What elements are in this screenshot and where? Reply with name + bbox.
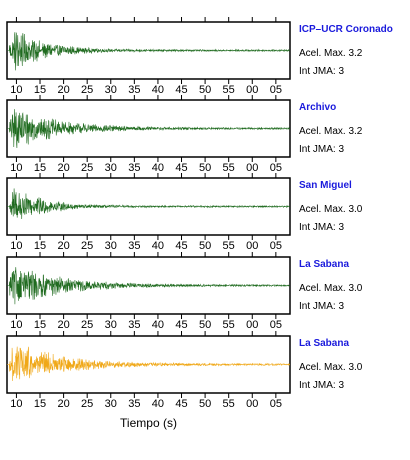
panel-3: 10 15 20 25 30 35 40 45 50 55 00 05 bbox=[6, 173, 291, 252]
x-tick-label: 20 bbox=[57, 162, 69, 174]
x-tick-label: 10 bbox=[10, 162, 22, 174]
x-tick-label: 50 bbox=[199, 319, 211, 331]
x-tick-label: 55 bbox=[223, 84, 235, 96]
x-tick-label: 10 bbox=[10, 84, 22, 96]
max-acceleration-label: Acel. Max. 3.2 bbox=[299, 48, 363, 59]
panel-5: 10 15 20 25 30 35 40 45 50 55 00 05 bbox=[6, 331, 291, 410]
panel-2: 10 15 20 25 30 35 40 45 50 55 00 05 bbox=[6, 95, 291, 174]
x-tick-label: 40 bbox=[152, 240, 164, 252]
jma-intensity-label: Int JMA: 3 bbox=[299, 301, 345, 312]
x-tick-label: 45 bbox=[175, 240, 187, 252]
x-tick-label: 10 bbox=[10, 319, 22, 331]
x-tick-label: 20 bbox=[57, 240, 69, 252]
x-tick-label: 10 bbox=[10, 240, 22, 252]
x-tick-label: 55 bbox=[223, 319, 235, 331]
x-tick-label: 35 bbox=[128, 240, 140, 252]
x-tick-label: 55 bbox=[223, 398, 235, 410]
x-tick-label: 35 bbox=[128, 398, 140, 410]
x-tick-label: 45 bbox=[175, 84, 187, 96]
x-tick-label: 40 bbox=[152, 319, 164, 331]
jma-intensity-label: Int JMA: 3 bbox=[299, 380, 345, 391]
jma-intensity-label: Int JMA: 3 bbox=[299, 144, 345, 155]
max-acceleration-label: Acel. Max. 3.0 bbox=[299, 204, 363, 215]
station-name: La Sabana bbox=[299, 338, 350, 349]
max-acceleration-label: Acel. Max. 3.2 bbox=[299, 126, 363, 137]
x-tick-label: 50 bbox=[199, 240, 211, 252]
jma-intensity-label: Int JMA: 3 bbox=[299, 222, 345, 233]
x-tick-label: 40 bbox=[152, 398, 164, 410]
x-tick-label: 05 bbox=[270, 84, 282, 96]
x-tick-label: 00 bbox=[246, 398, 258, 410]
x-tick-label: 40 bbox=[152, 162, 164, 174]
x-tick-label: 45 bbox=[175, 162, 187, 174]
series-line bbox=[7, 109, 290, 149]
station-name: Archivo bbox=[299, 102, 337, 113]
x-tick-label: 40 bbox=[152, 84, 164, 96]
x-tick-label: 25 bbox=[81, 162, 93, 174]
x-tick-label: 35 bbox=[128, 319, 140, 331]
x-tick-label: 30 bbox=[105, 162, 117, 174]
station-name: La Sabana bbox=[299, 259, 350, 270]
x-tick-label: 35 bbox=[128, 162, 140, 174]
x-tick-label: 30 bbox=[105, 84, 117, 96]
x-tick-label: 00 bbox=[246, 319, 258, 331]
x-tick-label: 55 bbox=[223, 162, 235, 174]
max-acceleration-label: Acel. Max. 3.0 bbox=[299, 283, 363, 294]
x-axis-label: Tiempo (s) bbox=[120, 416, 177, 430]
x-tick-label: 30 bbox=[105, 398, 117, 410]
x-tick-label: 00 bbox=[246, 162, 258, 174]
max-acceleration-label: Acel. Max. 3.0 bbox=[299, 362, 363, 373]
x-tick-label: 25 bbox=[81, 398, 93, 410]
x-tick-label: 00 bbox=[246, 84, 258, 96]
x-tick-label: 35 bbox=[128, 84, 140, 96]
station-name: San Miguel bbox=[299, 180, 352, 191]
x-tick-label: 15 bbox=[34, 319, 46, 331]
x-tick-label: 25 bbox=[81, 84, 93, 96]
jma-intensity-label: Int JMA: 3 bbox=[299, 66, 345, 77]
x-tick-label: 00 bbox=[246, 240, 258, 252]
x-tick-label: 20 bbox=[57, 319, 69, 331]
series-line bbox=[7, 188, 290, 219]
x-tick-label: 50 bbox=[199, 398, 211, 410]
panel-1: 10 15 20 25 30 35 40 45 50 55 00 05 bbox=[6, 17, 291, 96]
x-tick-label: 10 bbox=[10, 398, 22, 410]
x-tick-label: 50 bbox=[199, 162, 211, 174]
x-tick-label: 25 bbox=[81, 319, 93, 331]
x-tick-label: 30 bbox=[105, 319, 117, 331]
x-tick-label: 30 bbox=[105, 240, 117, 252]
x-tick-label: 05 bbox=[270, 162, 282, 174]
x-tick-label: 50 bbox=[199, 84, 211, 96]
series-line bbox=[7, 267, 290, 305]
x-tick-label: 25 bbox=[81, 240, 93, 252]
x-tick-label: 15 bbox=[34, 398, 46, 410]
x-tick-label: 15 bbox=[34, 162, 46, 174]
x-tick-label: 45 bbox=[175, 398, 187, 410]
x-tick-label: 15 bbox=[34, 240, 46, 252]
x-tick-label: 05 bbox=[270, 240, 282, 252]
x-tick-label: 55 bbox=[223, 240, 235, 252]
x-tick-label: 20 bbox=[57, 84, 69, 96]
x-tick-label: 05 bbox=[270, 319, 282, 331]
series-line bbox=[7, 346, 291, 381]
x-tick-label: 05 bbox=[270, 398, 282, 410]
station-name: ICP–UCR Coronado bbox=[299, 24, 393, 35]
x-tick-label: 20 bbox=[57, 398, 69, 410]
x-tick-label: 45 bbox=[175, 319, 187, 331]
series-line bbox=[7, 32, 290, 71]
panel-4: 10 15 20 25 30 35 40 45 50 55 00 05 bbox=[6, 252, 291, 331]
x-tick-label: 15 bbox=[34, 84, 46, 96]
